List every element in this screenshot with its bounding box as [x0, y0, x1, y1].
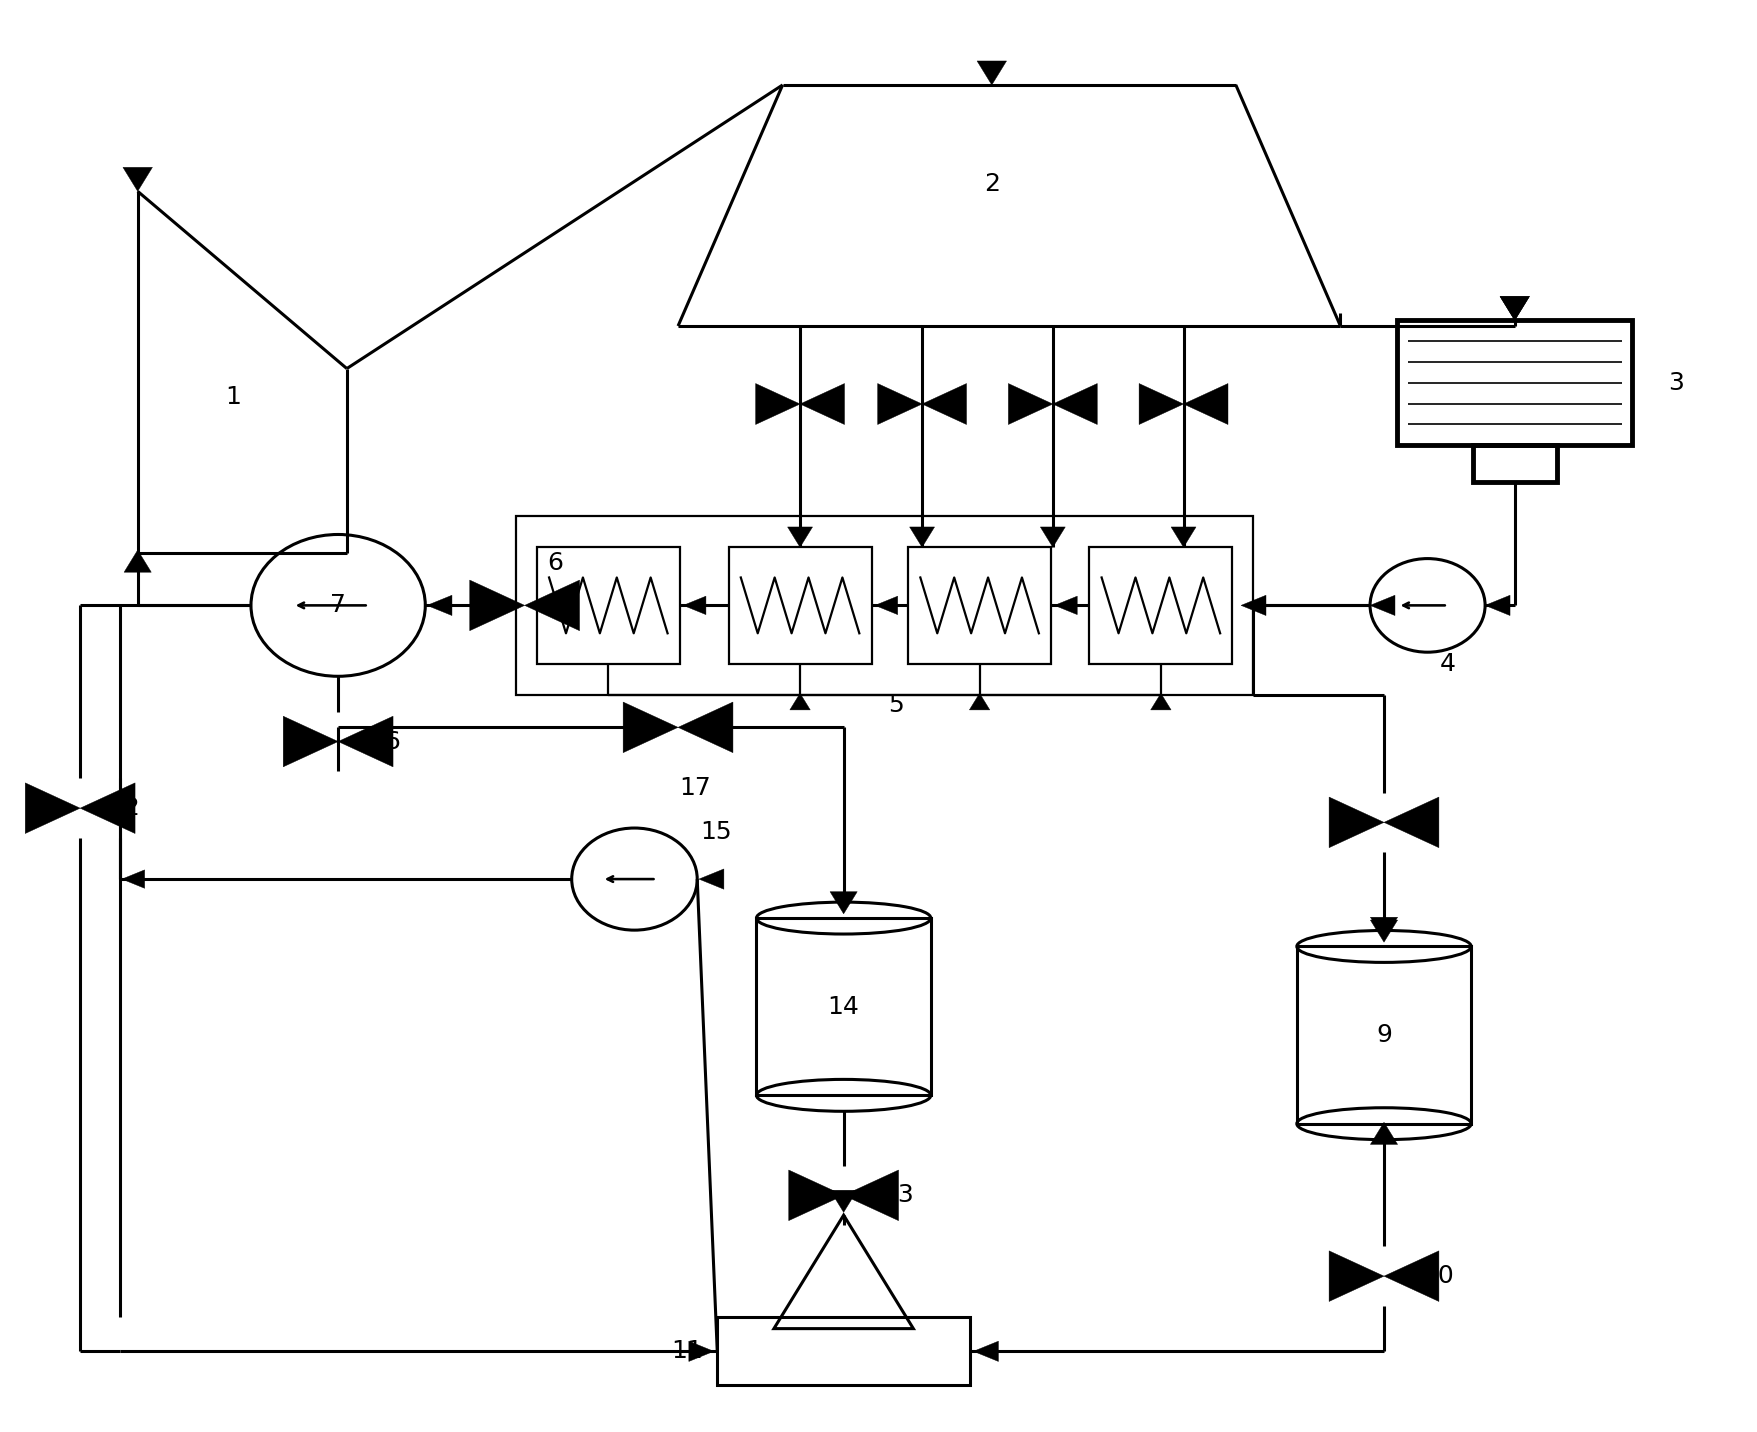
Text: 13: 13 — [882, 1183, 914, 1207]
Polygon shape — [1054, 596, 1077, 614]
Polygon shape — [1370, 918, 1397, 939]
Bar — [757, 918, 931, 1095]
Polygon shape — [829, 1190, 857, 1213]
Text: 10: 10 — [1423, 1264, 1455, 1289]
Polygon shape — [878, 384, 922, 424]
Polygon shape — [1385, 798, 1439, 848]
Polygon shape — [970, 693, 989, 710]
Text: 12: 12 — [107, 796, 141, 821]
Polygon shape — [624, 702, 678, 753]
Polygon shape — [1328, 798, 1385, 848]
Bar — [717, 1317, 970, 1385]
Polygon shape — [756, 384, 799, 424]
Bar — [1297, 947, 1471, 1124]
Polygon shape — [81, 783, 135, 833]
Text: 7: 7 — [330, 593, 346, 617]
Polygon shape — [1370, 596, 1395, 616]
Text: 5: 5 — [887, 693, 903, 716]
Text: 15: 15 — [701, 821, 733, 845]
Bar — [538, 547, 680, 663]
Polygon shape — [427, 596, 452, 616]
Text: 8: 8 — [1423, 811, 1439, 835]
Text: 9: 9 — [1376, 1022, 1392, 1047]
Polygon shape — [1485, 596, 1509, 616]
Polygon shape — [1009, 384, 1052, 424]
Text: 11: 11 — [671, 1339, 703, 1363]
Text: 1: 1 — [225, 385, 241, 410]
Polygon shape — [469, 580, 525, 630]
Polygon shape — [125, 550, 151, 573]
Text: 6: 6 — [548, 551, 564, 574]
Polygon shape — [799, 384, 845, 424]
Polygon shape — [1139, 384, 1184, 424]
Polygon shape — [525, 580, 580, 630]
Bar — [1472, 445, 1557, 483]
Polygon shape — [791, 693, 810, 710]
Polygon shape — [789, 1170, 843, 1220]
Polygon shape — [1370, 921, 1397, 942]
Polygon shape — [25, 783, 81, 833]
Polygon shape — [689, 1342, 713, 1362]
Text: 17: 17 — [680, 776, 712, 799]
Polygon shape — [1172, 527, 1197, 547]
Bar — [1089, 547, 1232, 663]
Polygon shape — [1040, 527, 1065, 547]
Polygon shape — [1184, 384, 1228, 424]
Polygon shape — [829, 892, 857, 914]
Polygon shape — [678, 702, 733, 753]
Polygon shape — [337, 716, 394, 768]
Text: 2: 2 — [984, 172, 1000, 196]
Polygon shape — [875, 596, 898, 614]
Polygon shape — [922, 384, 966, 424]
Polygon shape — [699, 869, 724, 889]
Bar — [729, 547, 871, 663]
Polygon shape — [1500, 296, 1529, 321]
Polygon shape — [1385, 1250, 1439, 1302]
Polygon shape — [1240, 596, 1267, 616]
Polygon shape — [1370, 1123, 1397, 1144]
Polygon shape — [787, 527, 812, 547]
Polygon shape — [1328, 1250, 1385, 1302]
Polygon shape — [977, 62, 1007, 84]
Polygon shape — [283, 716, 337, 768]
Polygon shape — [973, 1342, 998, 1362]
Polygon shape — [1052, 384, 1098, 424]
Text: 16: 16 — [369, 729, 401, 753]
Bar — [517, 516, 1253, 695]
Bar — [1397, 321, 1632, 445]
Polygon shape — [683, 596, 706, 614]
Bar — [908, 547, 1051, 663]
Polygon shape — [121, 869, 144, 888]
Polygon shape — [910, 527, 935, 547]
Polygon shape — [1151, 693, 1172, 710]
Polygon shape — [843, 1170, 898, 1220]
Text: 14: 14 — [828, 995, 859, 1018]
Polygon shape — [1500, 296, 1529, 321]
Text: 3: 3 — [1667, 371, 1683, 395]
Text: 4: 4 — [1439, 652, 1457, 676]
Polygon shape — [123, 168, 153, 192]
